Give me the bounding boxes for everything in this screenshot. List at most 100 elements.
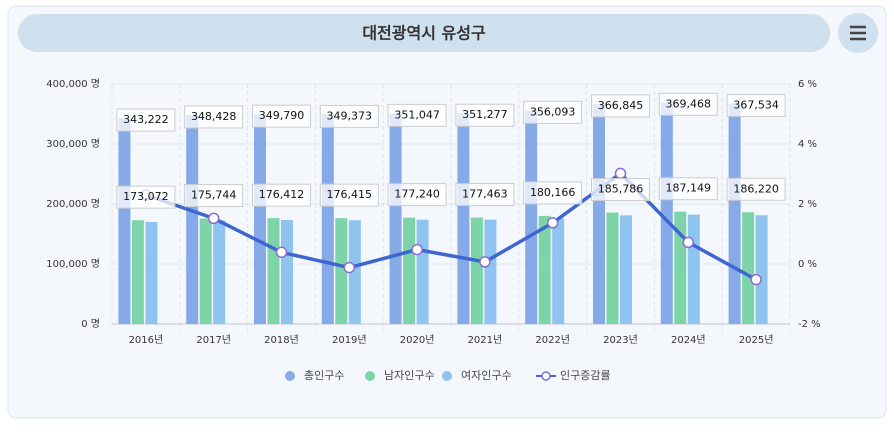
y-tick-label: 100,000 명	[46, 258, 100, 270]
label-box	[726, 177, 786, 201]
label-box	[252, 183, 311, 207]
label-box	[387, 103, 447, 127]
line-marker	[275, 246, 288, 259]
bar	[620, 215, 632, 324]
value-label: 186,220	[733, 182, 779, 195]
value-label: 173,072	[123, 190, 169, 203]
bar	[416, 219, 429, 324]
line-marker	[750, 273, 762, 286]
y2-tick-label: 6 %	[798, 79, 817, 90]
bar	[470, 217, 483, 324]
label-box	[523, 181, 583, 205]
value-label: 177,463	[462, 188, 508, 201]
value-label: 343,222	[123, 113, 169, 126]
bar	[267, 218, 280, 324]
bar	[348, 220, 361, 324]
bar	[742, 212, 755, 324]
menu-icon	[850, 25, 866, 41]
value-label: 187,149	[666, 182, 712, 195]
x-tick-label: 2021년	[468, 334, 503, 346]
x-tick-label: 2018년	[264, 334, 299, 346]
value-label: 367,534	[733, 98, 779, 111]
bar	[552, 218, 565, 324]
y-tick-label: 0 명	[81, 318, 100, 330]
label-box	[184, 105, 244, 129]
line-marker	[682, 236, 695, 249]
value-label: 185,786	[598, 183, 644, 196]
value-label: 349,790	[259, 109, 305, 122]
y-tick-label: 200,000 명	[46, 198, 100, 210]
bar	[457, 113, 470, 325]
x-tick-label: 2017년	[196, 334, 231, 346]
value-label: 180,166	[530, 186, 576, 199]
legend-marker	[365, 371, 375, 381]
legend-marker	[442, 371, 452, 381]
line-marker	[411, 243, 423, 256]
label-box	[319, 104, 379, 128]
bar	[606, 212, 619, 324]
line	[145, 171, 757, 282]
title-bar	[18, 14, 830, 52]
card	[7, 5, 887, 419]
legend-marker	[285, 371, 295, 381]
value-label: 175,744	[191, 189, 237, 202]
line-marker	[479, 256, 491, 268]
bar	[186, 114, 199, 324]
bar	[687, 214, 700, 324]
x-tick-label: 2022년	[535, 334, 570, 346]
bar	[281, 219, 293, 324]
y2-tick-label: 4 %	[798, 139, 817, 150]
label-box	[184, 184, 244, 208]
bar	[660, 102, 673, 324]
y2-tick-label: -2 %	[798, 319, 821, 330]
y-tick-label: 400,000 명	[46, 78, 100, 90]
bar	[254, 114, 266, 324]
line-marker	[614, 167, 627, 180]
legend-label: 여자인구수	[461, 369, 512, 382]
value-label: 351,277	[462, 108, 508, 121]
label-box	[455, 103, 515, 127]
label-box	[591, 178, 650, 202]
x-tick-label: 2020년	[400, 334, 435, 346]
bar	[525, 110, 538, 324]
bar	[593, 103, 605, 324]
label-box	[591, 94, 650, 118]
legend-label: 남자인구수	[384, 369, 435, 382]
bar	[118, 118, 131, 324]
bar	[321, 114, 334, 325]
label-box	[523, 100, 583, 124]
label-box	[658, 177, 718, 201]
label-box	[658, 92, 718, 116]
value-label: 348,428	[191, 110, 237, 123]
value-label: 366,845	[598, 99, 644, 112]
bar	[389, 113, 402, 325]
bar	[728, 103, 741, 324]
legend-label: 인구증감률	[560, 369, 611, 382]
x-tick-label: 2023년	[603, 334, 638, 346]
y-tick-label: 300,000 명	[46, 138, 100, 150]
label-box	[726, 93, 786, 117]
value-label: 176,412	[259, 188, 305, 201]
value-label: 176,415	[327, 188, 373, 201]
label-box	[252, 104, 311, 128]
bar	[538, 215, 551, 324]
value-label: 177,240	[394, 188, 440, 201]
bar	[131, 220, 144, 324]
x-tick-label: 2024년	[671, 334, 706, 346]
label-box	[319, 183, 379, 207]
label-box	[116, 185, 176, 209]
value-label: 369,468	[666, 97, 712, 110]
bar	[145, 221, 158, 324]
bar	[755, 215, 768, 324]
x-tick-label: 2025년	[739, 334, 774, 346]
bar	[199, 218, 212, 324]
value-label: 351,047	[394, 108, 440, 121]
line-marker	[207, 212, 220, 225]
bar	[403, 217, 416, 324]
bar	[213, 220, 226, 324]
bar	[335, 218, 348, 324]
label-box	[116, 108, 176, 132]
x-tick-label: 2016년	[129, 334, 164, 346]
